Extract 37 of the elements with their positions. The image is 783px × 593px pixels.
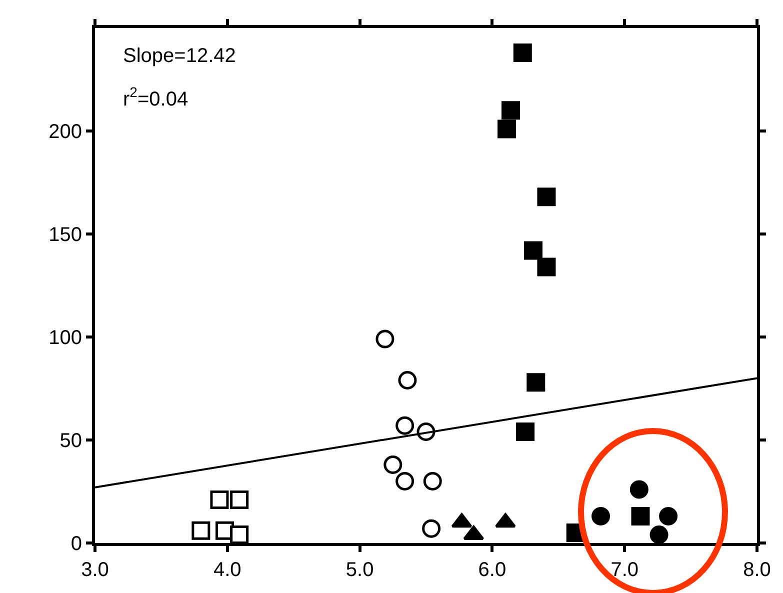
point (526, 373, 546, 392)
point (537, 188, 556, 206)
point (398, 371, 417, 390)
point (384, 455, 402, 474)
y-tick-label: 0 (70, 533, 82, 555)
point (516, 422, 535, 442)
point (513, 43, 532, 62)
point (537, 258, 556, 276)
point (192, 521, 210, 540)
x-tick-label: 3.0 (81, 559, 109, 581)
point (659, 506, 678, 526)
point (501, 101, 520, 120)
x-tick-label: 5.0 (346, 559, 374, 581)
x-tick-label: 4.0 (213, 559, 242, 581)
point (524, 241, 542, 260)
point (423, 472, 442, 490)
point (396, 472, 414, 490)
point (396, 416, 414, 435)
y-tick-label: 100 (48, 327, 82, 349)
point (631, 506, 650, 526)
point (210, 490, 229, 509)
annotation: r$^{2}$=0.04 (123, 84, 188, 110)
x-tick-label: 6.0 (478, 559, 506, 581)
point (630, 480, 648, 499)
x-tick-label: 7.0 (610, 559, 639, 581)
point (592, 506, 610, 526)
point (230, 490, 249, 509)
point (376, 330, 394, 348)
y-tick-label: 50 (60, 430, 82, 452)
point (498, 120, 516, 138)
y-tick-label: 150 (48, 224, 82, 246)
point (230, 526, 249, 543)
point (422, 519, 441, 538)
annotation: Slope=12.42 (123, 45, 236, 67)
x-tick-label: 8.0 (743, 559, 771, 581)
point (650, 526, 668, 543)
y-tick-label: 200 (48, 121, 82, 143)
